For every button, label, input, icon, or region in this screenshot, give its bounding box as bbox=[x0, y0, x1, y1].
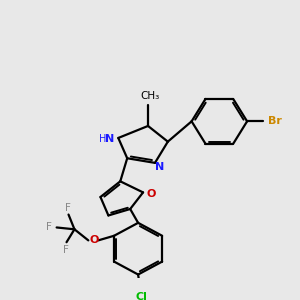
Text: O: O bbox=[90, 236, 99, 245]
Text: CH₃: CH₃ bbox=[140, 92, 160, 101]
Text: N: N bbox=[105, 134, 114, 144]
Text: F: F bbox=[46, 223, 52, 232]
Text: F: F bbox=[64, 203, 70, 213]
Text: H: H bbox=[99, 134, 106, 144]
Text: O: O bbox=[146, 189, 156, 199]
Text: Br: Br bbox=[268, 116, 282, 126]
Text: N: N bbox=[155, 163, 164, 172]
Text: Cl: Cl bbox=[135, 292, 147, 300]
Text: F: F bbox=[63, 244, 68, 255]
